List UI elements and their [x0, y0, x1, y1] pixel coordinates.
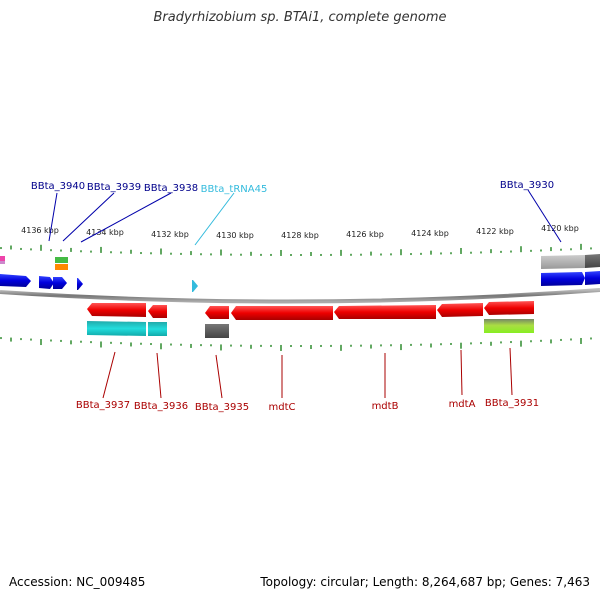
leader-line	[194, 192, 235, 246]
leader-line	[527, 189, 562, 243]
tick-label: 4134 kbp	[86, 228, 124, 237]
leader-line	[460, 349, 463, 396]
gene-label-bbta-3937[interactable]: BBta_3937	[76, 400, 130, 411]
tick-label: 4130 kbp	[216, 231, 254, 240]
cog-box	[148, 322, 167, 336]
leader-line	[156, 352, 162, 399]
gene-label-bbta-trna45[interactable]: BBta_tRNA45	[201, 184, 268, 195]
reverse-gene	[231, 306, 333, 320]
cog-box	[0, 256, 5, 261]
forward-gene-track	[0, 271, 600, 292]
inner-scale-ticks	[0, 337, 592, 351]
cog-box	[87, 321, 146, 336]
reverse-gene	[148, 305, 167, 318]
cog-box	[205, 324, 229, 338]
reverse-gene-track	[87, 301, 534, 320]
gene-label-bbta-3940[interactable]: BBta_3940	[31, 181, 85, 192]
leader-line	[509, 347, 513, 396]
forward-cog-track	[0, 254, 600, 270]
gene-label-bbta-3931[interactable]: BBta_3931	[485, 398, 539, 409]
cog-box	[484, 319, 534, 333]
forward-labels: BBta_3940 BBta_3939 BBta_3938 BBta_tRNA4…	[31, 180, 562, 246]
reverse-gene	[205, 306, 229, 319]
tick-label: 4136 kbp	[21, 226, 59, 235]
reverse-gene	[87, 303, 146, 317]
forward-gene	[541, 272, 585, 286]
genome-stats-label: Topology: circular; Length: 8,264,687 bp…	[260, 575, 590, 589]
leader-line	[48, 192, 58, 242]
reverse-labels: BBta_3937 BBta_3936 BBta_3935 mdtC mdtB …	[76, 347, 539, 413]
genome-backbone	[0, 288, 600, 304]
leader-line	[62, 192, 115, 242]
tick-label: 4126 kbp	[346, 230, 384, 239]
forward-gene	[585, 271, 600, 285]
cog-box	[0, 261, 5, 264]
gene-label-mdtc[interactable]: mdtC	[269, 402, 296, 413]
trna-gene	[192, 280, 198, 292]
cog-box	[55, 264, 68, 270]
scale-labels: 4136 kbp 4134 kbp 4132 kbp 4130 kbp 4128…	[21, 224, 579, 240]
reverse-gene	[334, 305, 436, 319]
tick-label: 4128 kbp	[281, 231, 319, 240]
gene-label-mdtb[interactable]: mdtB	[372, 401, 399, 412]
gene-label-bbta-3936[interactable]: BBta_3936	[134, 401, 188, 412]
tick-label: 4132 kbp	[151, 230, 189, 239]
cog-box	[585, 254, 600, 268]
cog-box	[541, 255, 585, 269]
gene-label-bbta-3938[interactable]: BBta_3938	[144, 183, 198, 194]
forward-gene	[53, 277, 67, 289]
reverse-gene	[484, 301, 534, 315]
leader-line	[80, 192, 172, 243]
forward-gene	[0, 274, 31, 287]
reverse-cog-track	[87, 319, 534, 338]
accession-label: Accession: NC_009485	[9, 575, 146, 589]
leader-line	[215, 354, 223, 399]
forward-gene	[39, 276, 54, 289]
tick-label: 4122 kbp	[476, 227, 514, 236]
gene-label-bbta-3939[interactable]: BBta_3939	[87, 182, 141, 193]
gene-label-bbta-3930[interactable]: BBta_3930	[500, 180, 554, 191]
outer-scale-ticks	[0, 243, 592, 256]
forward-gene	[77, 278, 83, 290]
leader-line	[102, 351, 116, 399]
cog-box	[55, 257, 68, 263]
tick-label: 4124 kbp	[411, 229, 449, 238]
gene-label-bbta-3935[interactable]: BBta_3935	[195, 402, 249, 413]
gene-label-mdta[interactable]: mdtA	[449, 399, 476, 410]
genome-title: Bradyrhizobium sp. BTAi1, complete genom…	[153, 10, 447, 25]
tick-label: 4120 kbp	[541, 224, 579, 233]
reverse-gene	[437, 303, 483, 317]
